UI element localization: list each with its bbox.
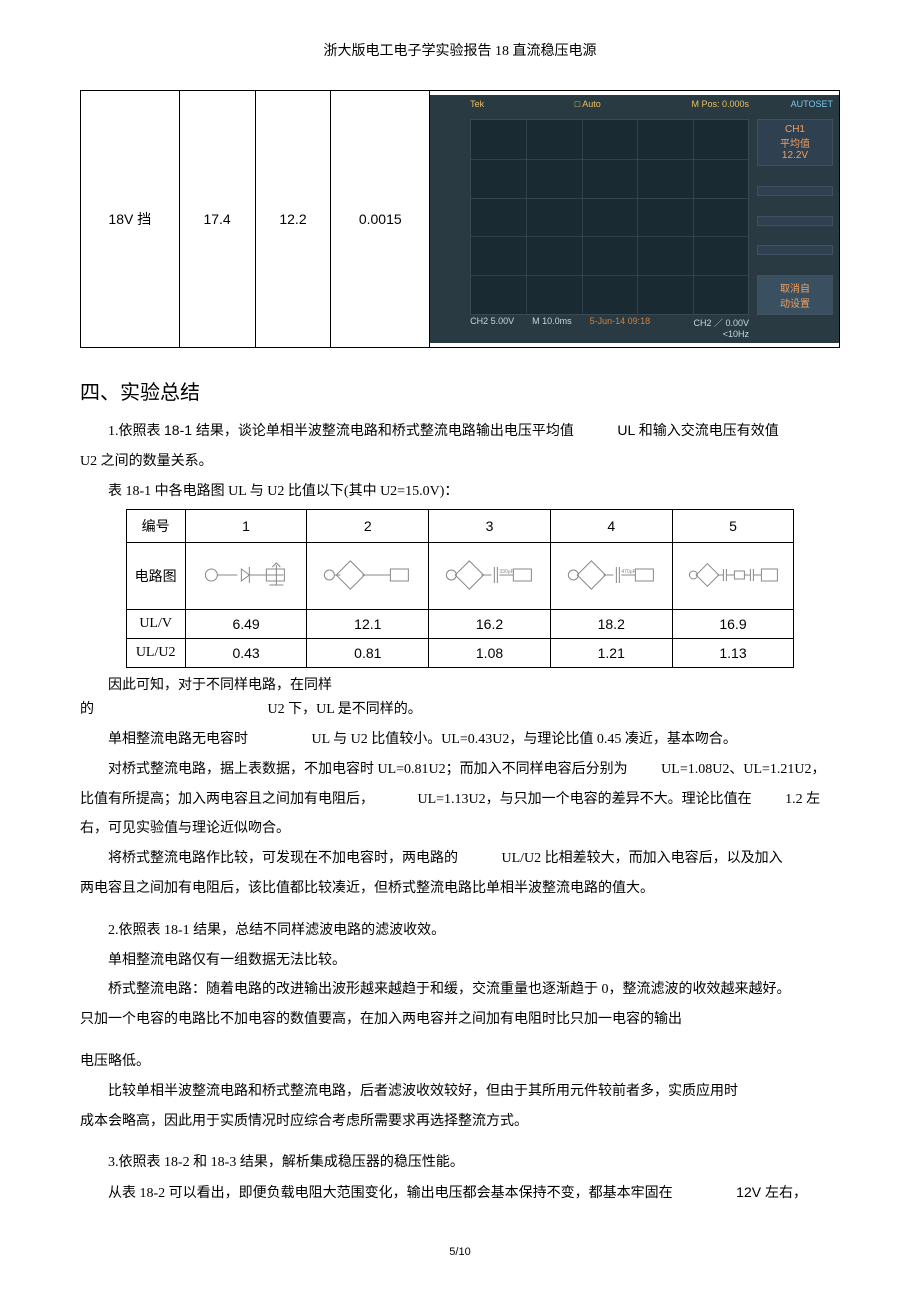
p-a4b: UL=1.13U2，与只加一个电容的差异不大。理论比值在 <box>418 792 752 807</box>
section-title: 四、实验总结 <box>80 376 840 405</box>
t2-ul-4: 18.2 <box>550 610 672 639</box>
t2-h1: 1 <box>185 510 307 543</box>
t1-c2: 12.2 <box>255 91 331 348</box>
svg-text:330μF: 330μF <box>500 569 514 575</box>
q1-line1: 1.依照表 18-1 结果，谈论单相半波整流电路和桥式整流电路输出电压平均值 U… <box>80 419 840 444</box>
t2-h4: 4 <box>550 510 672 543</box>
p-a4: 比值有所提高；加入两电容且之间加有电阻后， UL=1.13U2，与只加一个电容的… <box>80 788 840 812</box>
t1-scope-cell: AUTOSET Tek □ Auto M Pos: 0.000s <box>430 91 840 348</box>
q1-line3: 表 18-1 中各电路图 UL 与 U2 比值以下(其中 U2=15.0V)： <box>80 480 840 504</box>
p-a4a: 比值有所提高；加入两电容且之间加有电阻后， <box>80 792 374 807</box>
t2-h5: 5 <box>672 510 794 543</box>
t2-dia-5 <box>672 543 794 610</box>
scope-autoset: AUTOSET <box>791 99 833 109</box>
p-a7: 两电容且之间加有电阻后，该比值都比较凑近，但桥式整流电路比单相半波整流电路的值大… <box>80 877 840 901</box>
p-a1: 因此可知，对于不同样电路，在同样 <box>80 674 840 698</box>
q3-2a: 从表 18-2 可以看出，即便负载电阻大范围变化，输出电压都会基本保持不变，都基… <box>80 1182 673 1206</box>
p-a3: 对桥式整流电路，据上表数据，不加电容时 UL=0.81U2；而加入不同样电容后分… <box>80 758 840 782</box>
p-a6a: 将桥式整流电路作比较，可发现在不加电容时，两电路的 <box>80 847 458 871</box>
t2-r-5: 1.13 <box>672 639 794 668</box>
q1-l1a: 1.依照表 <box>80 420 161 444</box>
scope-btn-4: 取消自 动设置 <box>757 275 833 315</box>
q2-7: 成本会略高，因此用于实质情况时应综合考虑所需要求再选择整流方式。 <box>80 1110 840 1134</box>
p-a3a: 对桥式整流电路，据上表数据，不加电容时 UL=0.81U2；而加入不同样电容后分… <box>80 758 628 782</box>
p-a6b: UL/U2 比相差较大，而加入电容后，以及加入 <box>502 851 783 866</box>
t2-dia-2 <box>307 543 429 610</box>
q1-l1b: 18-1 结果，谈论单相半波整流电路和桥式整流电路输出电压平均值 <box>164 422 574 438</box>
scope-b-2: 5-Jun-14 09:18 <box>590 316 651 339</box>
q1-l1c: UL 和输入交流电压有效值 <box>617 422 778 438</box>
page-footer: 5/10 <box>80 1246 840 1258</box>
scope-b-0: CH2 5.00V <box>470 316 514 339</box>
p-a2a: 单相整流电路无电容时 <box>80 728 248 752</box>
scope-top-auto: □ Auto <box>575 99 601 109</box>
q2-2: 单相整流电路仅有一组数据无法比较。 <box>80 949 840 973</box>
q2-3: 桥式整流电路：随着电路的改进输出波形越来越趋于和缓，交流重量也逐渐趋于 0，整流… <box>80 978 840 1002</box>
q1-line2: U2 之间的数量关系。 <box>80 450 840 474</box>
q3-1: 3.依照表 18-2 和 18-3 结果，解析集成稳压器的稳压性能。 <box>80 1151 840 1175</box>
table-1: 18V 挡 17.4 12.2 0.0015 AUTOSET Tek □ Aut… <box>80 90 840 348</box>
t1-c3: 0.0015 <box>331 91 430 348</box>
scope-btn-0: CH1 平均值 12.2V <box>757 119 833 166</box>
q2-1: 2.依照表 18-1 结果，总结不同样滤波电路的滤波收效。 <box>80 919 840 943</box>
scope-top-tek: Tek <box>470 99 484 109</box>
q3-2: 从表 18-2 可以看出，即便负载电阻大范围变化，输出电压都会基本保持不变，都基… <box>80 1181 840 1206</box>
t2-dia-3: 330μF <box>429 543 551 610</box>
t2-h0: 编号 <box>126 510 185 543</box>
p-a2: 单相整流电路无电容时 UL 与 U2 比值较小。UL=0.43U2，与理论比值 … <box>80 728 840 752</box>
p-a5: 右，可见实验值与理论近似吻合。 <box>80 817 840 841</box>
t2-ul-0: UL/V <box>126 610 185 639</box>
svg-text:470μF: 470μF <box>621 569 635 575</box>
scope-screen <box>470 119 749 315</box>
scope-top-mpos: M Pos: 0.000s <box>691 99 749 109</box>
t1-c0: 18V 挡 <box>81 91 180 348</box>
scope-top-bar: Tek □ Auto M Pos: 0.000s <box>470 99 749 109</box>
p-a1c: U2 下，UL 是不同样的。 <box>268 702 422 717</box>
t2-r-1: 0.43 <box>185 639 307 668</box>
p-a1b: 的 <box>80 702 94 717</box>
t2-h2: 2 <box>307 510 429 543</box>
t2-dia-4: 470μF <box>550 543 672 610</box>
t2-r-3: 1.08 <box>429 639 551 668</box>
t2-dia-1 <box>185 543 307 610</box>
scope-btn-3 <box>757 245 833 255</box>
t2-dia-label: 电路图 <box>126 543 185 610</box>
scope-b-1: M 10.0ms <box>532 316 572 339</box>
q3-2b: 12V 左右， <box>736 1184 807 1200</box>
t2-ul-3: 16.2 <box>429 610 551 639</box>
scope-side: CH1 平均值 12.2V 取消自 动设置 <box>757 119 833 315</box>
p-a3b: UL=1.08U2、UL=1.21U2， <box>661 762 825 777</box>
q2-4: 只加一个电容的电路比不加电容的数值要高，在加入两电容并之间加有电阻时比只加一电容… <box>80 1008 840 1032</box>
t2-ul-5: 16.9 <box>672 610 794 639</box>
q2-6: 比较单相半波整流电路和桥式整流电路，后者滤波收效较好，但由于其所用元件较前者多，… <box>80 1080 840 1104</box>
scope-btn-1 <box>757 186 833 196</box>
t2-h3: 3 <box>429 510 551 543</box>
p-a4c: 1.2 左 <box>785 792 820 807</box>
p-a6: 将桥式整流电路作比较，可发现在不加电容时，两电路的 UL/U2 比相差较大，而加… <box>80 847 840 871</box>
t2-ul-2: 12.1 <box>307 610 429 639</box>
scope-b-3: CH2 ／ 0.00V <10Hz <box>693 316 749 339</box>
t2-r-4: 1.21 <box>550 639 672 668</box>
p-a1bc: 的 U2 下，UL 是不同样的。 <box>80 698 840 722</box>
q2-5: 电压略低。 <box>80 1050 840 1074</box>
table-2: 编号 1 2 3 4 5 电路图 330μF 470μF UL/V 6.49 1… <box>126 509 795 668</box>
t2-r-2: 0.81 <box>307 639 429 668</box>
scope-bottom: CH2 5.00V M 10.0ms 5-Jun-14 09:18 CH2 ／ … <box>470 316 749 339</box>
p-a2b: UL 与 U2 比值较小。UL=0.43U2，与理论比值 0.45 凑近，基本吻… <box>312 732 737 747</box>
oscilloscope-image: AUTOSET Tek □ Auto M Pos: 0.000s <box>430 95 839 343</box>
doc-header: 浙大版电工电子学实验报告 18 直流稳压电源 <box>80 40 840 60</box>
t2-r-0: UL/U2 <box>126 639 185 668</box>
scope-btn-2 <box>757 216 833 226</box>
t1-c1: 17.4 <box>179 91 255 348</box>
t2-ul-1: 6.49 <box>185 610 307 639</box>
